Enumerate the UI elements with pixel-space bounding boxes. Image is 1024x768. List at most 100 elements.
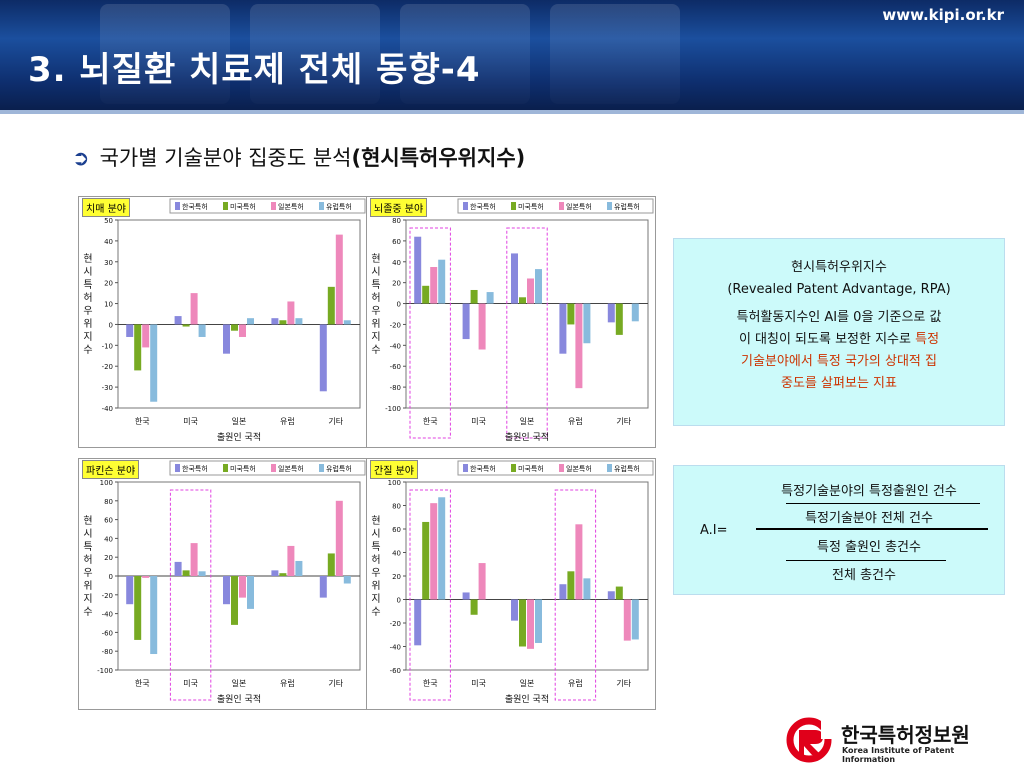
y-tick-label: -20	[102, 592, 113, 600]
y-tick-label: 0	[109, 321, 113, 329]
header-decor	[400, 4, 530, 104]
bar-3-3	[295, 318, 303, 325]
legend-swatch	[271, 464, 276, 472]
bar-0-3	[271, 570, 279, 576]
y-tick-label: -40	[102, 611, 113, 619]
y-tick-label: 100	[100, 479, 113, 487]
header-decor	[250, 4, 380, 104]
legend-swatch	[511, 464, 516, 472]
y-tick-label: 40	[104, 238, 113, 246]
bar-1-1	[182, 570, 190, 576]
formula-den-rule	[786, 560, 946, 561]
y-tick-label: -20	[102, 363, 113, 371]
y-tick-label: 60	[104, 517, 113, 525]
y-tick-label: 40	[104, 535, 113, 543]
y-tick-label: 40	[392, 550, 401, 558]
header-decor	[100, 4, 230, 104]
legend-swatch	[223, 202, 228, 210]
legend: 한국특허 미국특허 일본특허 유럽특허	[457, 460, 654, 476]
chart-tag: 간질 분야	[370, 460, 418, 479]
legend: 한국특허 미국특허 일본특허 유럽특허	[457, 198, 654, 214]
site-url[interactable]: www.kipi.or.kr	[882, 6, 1004, 24]
bar-1-3	[279, 320, 287, 325]
highlight-box	[506, 227, 548, 439]
legend-swatch	[607, 464, 612, 472]
bar-2-2	[239, 324, 246, 337]
y-tick-label: 0	[397, 301, 401, 309]
bar-1-4	[615, 586, 623, 600]
page-title: 3. 뇌질환 치료제 전체 동향-4	[28, 50, 481, 90]
bar-3-4	[343, 576, 351, 584]
legend-swatch	[319, 464, 324, 472]
bar-0-4	[319, 324, 327, 392]
bar-1-2	[231, 576, 238, 625]
formula-box: A.I= 특정기술분야의 특정출원인 건수 특정기술분야 전체 건수 특정 출원…	[673, 465, 1005, 595]
legend: 한국특허 미국특허 일본특허 유럽특허	[169, 460, 366, 476]
y-tick-label: 40	[392, 259, 401, 267]
bar-3-3	[583, 303, 591, 344]
y-tick-label: 20	[392, 573, 401, 581]
bar-0-0	[126, 324, 134, 337]
rpa-subtitle: (Revealed Patent Advantage, RPA)	[727, 282, 951, 297]
legend-label: 유럽특허	[614, 202, 640, 211]
bar-2-3	[287, 301, 295, 325]
bar-1-3	[567, 303, 575, 325]
bar-1-0	[422, 521, 430, 600]
formula-num-top: 특정기술분야의 특정출원인 건수	[781, 484, 957, 499]
formula-den-top: 특정 출원인 총건수	[817, 540, 921, 555]
bar-1-1	[182, 324, 190, 327]
legend-swatch	[463, 202, 468, 210]
x-tick-label: 기타	[328, 679, 343, 688]
legend-label: 한국특허	[182, 202, 208, 211]
x-tick-label: 일본	[520, 679, 535, 688]
highlight-box	[554, 489, 597, 701]
rpa-line1: 특허활동지수인 AI를 0을 기준으로 값	[736, 310, 942, 325]
x-tick-label: 기타	[616, 679, 631, 688]
y-tick-label: 80	[392, 503, 401, 511]
bar-3-3	[583, 578, 591, 600]
y-tick-label: -80	[102, 648, 113, 656]
bar-2-3	[575, 303, 583, 389]
bar-2-1	[478, 563, 486, 600]
y-tick-label: -20	[390, 321, 401, 329]
x-tick-label: 미국	[183, 679, 198, 688]
x-axis-label: 출원인 국적	[505, 693, 549, 705]
bar-2-0	[142, 576, 150, 578]
x-tick-label: 일본	[232, 679, 247, 688]
bar-0-2	[223, 576, 230, 605]
y-tick-label: -100	[97, 667, 113, 675]
x-tick-label: 미국	[183, 417, 198, 426]
bar-0-3	[559, 303, 567, 354]
plot-area	[405, 219, 649, 409]
legend-label: 한국특허	[182, 464, 208, 473]
bar-2-2	[527, 278, 534, 304]
bar-2-1	[190, 293, 198, 325]
y-tick-label: -60	[102, 629, 113, 637]
rpa-line3: 기술분야에서 특정 국가의 상대적 집	[741, 354, 937, 369]
legend-label: 미국특허	[518, 464, 544, 473]
legend-label: 한국특허	[470, 464, 496, 473]
bar-2-3	[287, 545, 295, 576]
y-axis: 100 80 60 40 20 0 -20 -40 -60 -80 -100	[97, 479, 118, 675]
y-tick-label: 80	[392, 217, 401, 225]
bar-3-4	[631, 599, 639, 640]
legend-label: 미국특허	[518, 202, 544, 211]
y-tick-label: -30	[102, 384, 113, 392]
chart-tag: 치매 분야	[82, 198, 130, 217]
bar-chart-svg: 100 80 60 40 20 0 -20 -40 -60 -80 -100 한국 미국 일본 유럽 기타출원…	[78, 458, 368, 710]
legend-swatch	[559, 464, 564, 472]
rpa-title: 현시특허우위지수	[791, 260, 887, 275]
subtitle-text: 국가별 기술분야 집중도 분석	[99, 146, 352, 170]
formula-den-bottom: 전체 총건수	[832, 568, 896, 583]
y-axis: 80 60 40 20 0 -20 -40 -60 -80 -100	[385, 217, 406, 413]
highlight-box	[409, 489, 451, 701]
rpa-line2-highlight: 특정	[915, 332, 940, 347]
y-tick-label: -20	[390, 620, 401, 628]
x-tick-label: 유럽	[568, 417, 583, 426]
x-tick-label: 유럽	[568, 679, 583, 688]
y-tick-label: -60	[390, 363, 401, 371]
bar-2-3	[575, 524, 583, 600]
x-tick-label: 기타	[616, 417, 631, 426]
y-tick-label: 100	[388, 479, 401, 487]
